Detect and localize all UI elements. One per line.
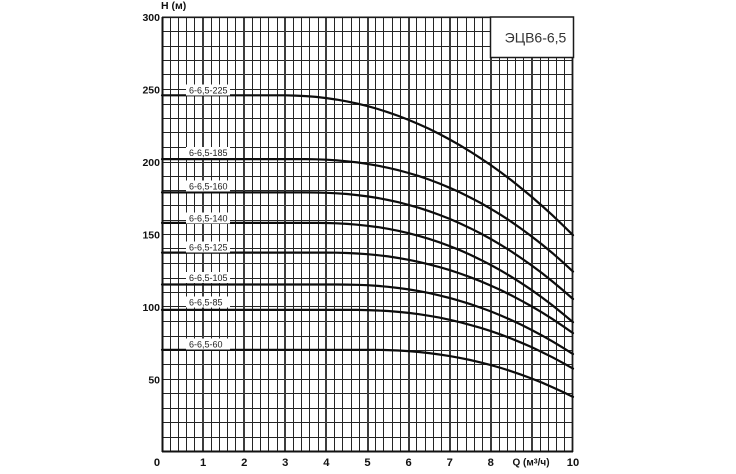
- svg-text:150: 150: [142, 229, 160, 241]
- svg-text:7: 7: [447, 457, 453, 469]
- svg-text:100: 100: [142, 302, 160, 314]
- svg-text:6-6,5-185: 6-6,5-185: [189, 148, 228, 158]
- svg-text:8: 8: [488, 457, 494, 469]
- svg-text:6-6,5-60: 6-6,5-60: [189, 339, 223, 349]
- svg-text:300: 300: [142, 12, 160, 24]
- svg-text:3: 3: [282, 457, 288, 469]
- svg-text:200: 200: [142, 157, 160, 169]
- svg-text:0: 0: [154, 457, 160, 469]
- svg-text:H (м): H (м): [161, 0, 186, 12]
- svg-text:6-6,5-125: 6-6,5-125: [189, 242, 228, 252]
- svg-text:Q (м3/ч): Q (м3/ч): [512, 458, 549, 469]
- svg-text:50: 50: [148, 374, 160, 386]
- svg-text:6-6,5-85: 6-6,5-85: [189, 297, 223, 307]
- svg-text:4: 4: [323, 457, 330, 469]
- svg-text:5: 5: [364, 457, 370, 469]
- svg-text:250: 250: [142, 84, 160, 96]
- svg-text:10: 10: [567, 457, 579, 469]
- svg-text:6-6,5-105: 6-6,5-105: [189, 273, 228, 283]
- svg-text:6-6,5-160: 6-6,5-160: [189, 181, 228, 191]
- svg-text:6-6,5-140: 6-6,5-140: [189, 213, 228, 223]
- svg-text:6: 6: [405, 457, 411, 469]
- svg-text:ЭЦВ6-6,5: ЭЦВ6-6,5: [505, 30, 567, 46]
- svg-text:1: 1: [200, 457, 206, 469]
- svg-text:2: 2: [241, 457, 247, 469]
- svg-text:6-6,5-225: 6-6,5-225: [189, 85, 228, 95]
